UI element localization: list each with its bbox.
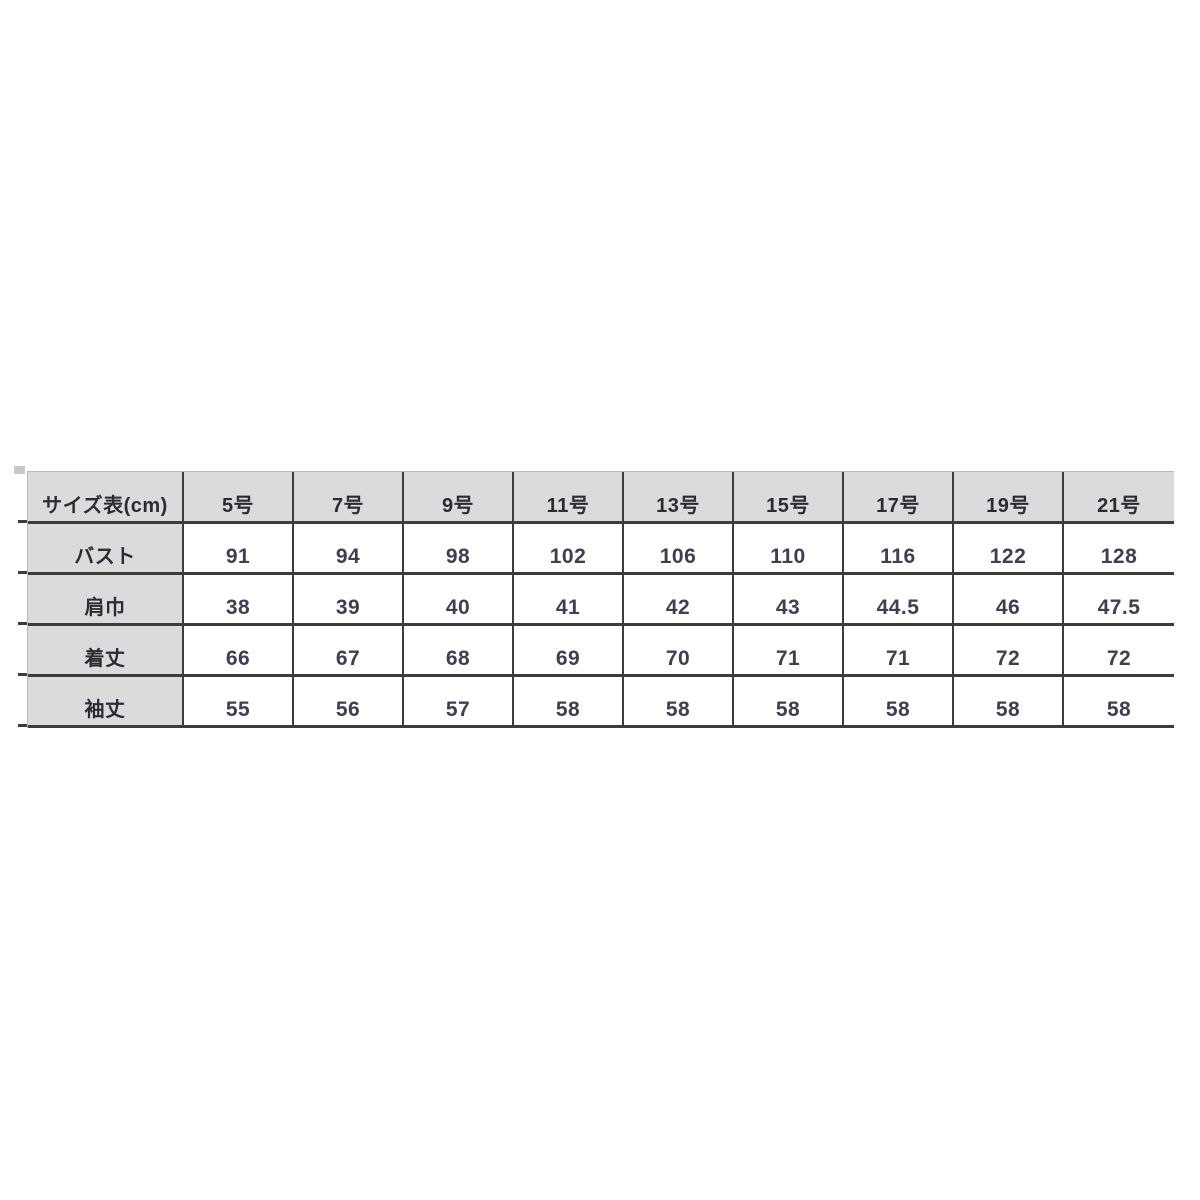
size-chart-grid: サイズ表(cm) 5号 7号 9号 11号 13号 15号 17号 19号 21… <box>27 471 1174 728</box>
value-cell: 94 <box>294 524 404 575</box>
value-cell: 69 <box>514 626 624 677</box>
value-cell: 39 <box>294 575 404 626</box>
row-label-sleeve: 袖丈 <box>28 677 184 728</box>
header-cell-size5: 5号 <box>184 472 294 524</box>
value-cell: 102 <box>514 524 624 575</box>
value-cell: 67 <box>294 626 404 677</box>
header-cell-size21: 21号 <box>1064 472 1174 524</box>
value-cell: 58 <box>734 677 844 728</box>
border-overhang <box>18 520 27 523</box>
border-overhang <box>18 571 27 574</box>
value-cell: 38 <box>184 575 294 626</box>
value-cell: 44.5 <box>844 575 954 626</box>
value-cell: 41 <box>514 575 624 626</box>
value-cell: 72 <box>954 626 1064 677</box>
value-cell: 56 <box>294 677 404 728</box>
value-cell: 72 <box>1064 626 1174 677</box>
value-cell: 40 <box>404 575 514 626</box>
header-cell-title: サイズ表(cm) <box>28 472 184 524</box>
header-cell-size15: 15号 <box>734 472 844 524</box>
value-cell: 58 <box>1064 677 1174 728</box>
value-cell: 110 <box>734 524 844 575</box>
value-cell: 58 <box>624 677 734 728</box>
value-cell: 71 <box>734 626 844 677</box>
value-cell: 116 <box>844 524 954 575</box>
header-cell-size7: 7号 <box>294 472 404 524</box>
value-cell: 91 <box>184 524 294 575</box>
row-label-shoulder: 肩巾 <box>28 575 184 626</box>
value-cell: 58 <box>844 677 954 728</box>
value-cell: 66 <box>184 626 294 677</box>
value-cell: 43 <box>734 575 844 626</box>
header-cell-size9: 9号 <box>404 472 514 524</box>
row-label-bust: バスト <box>28 524 184 575</box>
row-label-length: 着丈 <box>28 626 184 677</box>
value-cell: 71 <box>844 626 954 677</box>
value-cell: 98 <box>404 524 514 575</box>
value-cell: 58 <box>954 677 1064 728</box>
header-cell-size19: 19号 <box>954 472 1064 524</box>
value-cell: 68 <box>404 626 514 677</box>
size-chart-table: サイズ表(cm) 5号 7号 9号 11号 13号 15号 17号 19号 21… <box>18 471 1174 728</box>
value-cell: 122 <box>954 524 1064 575</box>
header-cell-size13: 13号 <box>624 472 734 524</box>
value-cell: 58 <box>514 677 624 728</box>
value-cell: 128 <box>1064 524 1174 575</box>
corner-artifact <box>14 466 25 474</box>
header-cell-size17: 17号 <box>844 472 954 524</box>
value-cell: 47.5 <box>1064 575 1174 626</box>
border-overhang <box>18 622 27 625</box>
header-cell-size11: 11号 <box>514 472 624 524</box>
border-overhang <box>18 673 27 676</box>
value-cell: 46 <box>954 575 1064 626</box>
value-cell: 57 <box>404 677 514 728</box>
border-overhang <box>18 724 27 727</box>
value-cell: 42 <box>624 575 734 626</box>
value-cell: 55 <box>184 677 294 728</box>
value-cell: 106 <box>624 524 734 575</box>
value-cell: 70 <box>624 626 734 677</box>
